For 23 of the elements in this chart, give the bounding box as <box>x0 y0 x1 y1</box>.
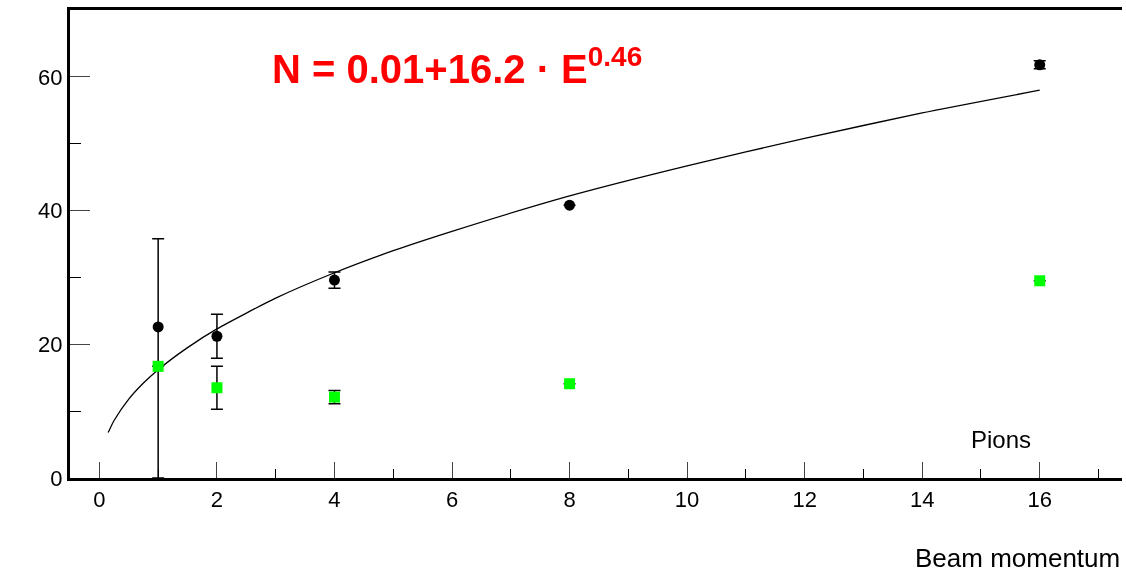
x-axis-title: Beam momentum <box>915 543 1121 573</box>
y-tick-label: 0 <box>50 465 63 491</box>
x-tick-label: 8 <box>563 487 576 513</box>
y-tick-label: 60 <box>38 64 63 90</box>
annotation: Pions <box>971 426 1032 453</box>
point <box>564 378 576 390</box>
point <box>152 321 164 333</box>
x-tick-label: 2 <box>210 487 224 513</box>
x-tick-label: 14 <box>909 487 935 513</box>
x-tick-label: 0 <box>93 487 106 513</box>
y-tick-label: 40 <box>38 198 63 224</box>
x-tick-label: 16 <box>1027 487 1052 513</box>
x-tick-label: 6 <box>445 487 459 513</box>
point <box>564 199 576 211</box>
point <box>1034 275 1046 287</box>
point <box>152 360 164 372</box>
y-tick-label: 20 <box>38 331 63 357</box>
point <box>211 382 223 394</box>
x-tick-label: 12 <box>792 487 817 513</box>
x-tick-label: 10 <box>674 487 700 513</box>
annotation: N = 0.01+16.2 · E$^{0.46}$ <box>272 41 643 91</box>
point <box>211 330 223 342</box>
x-tick-label: 4 <box>328 487 341 513</box>
